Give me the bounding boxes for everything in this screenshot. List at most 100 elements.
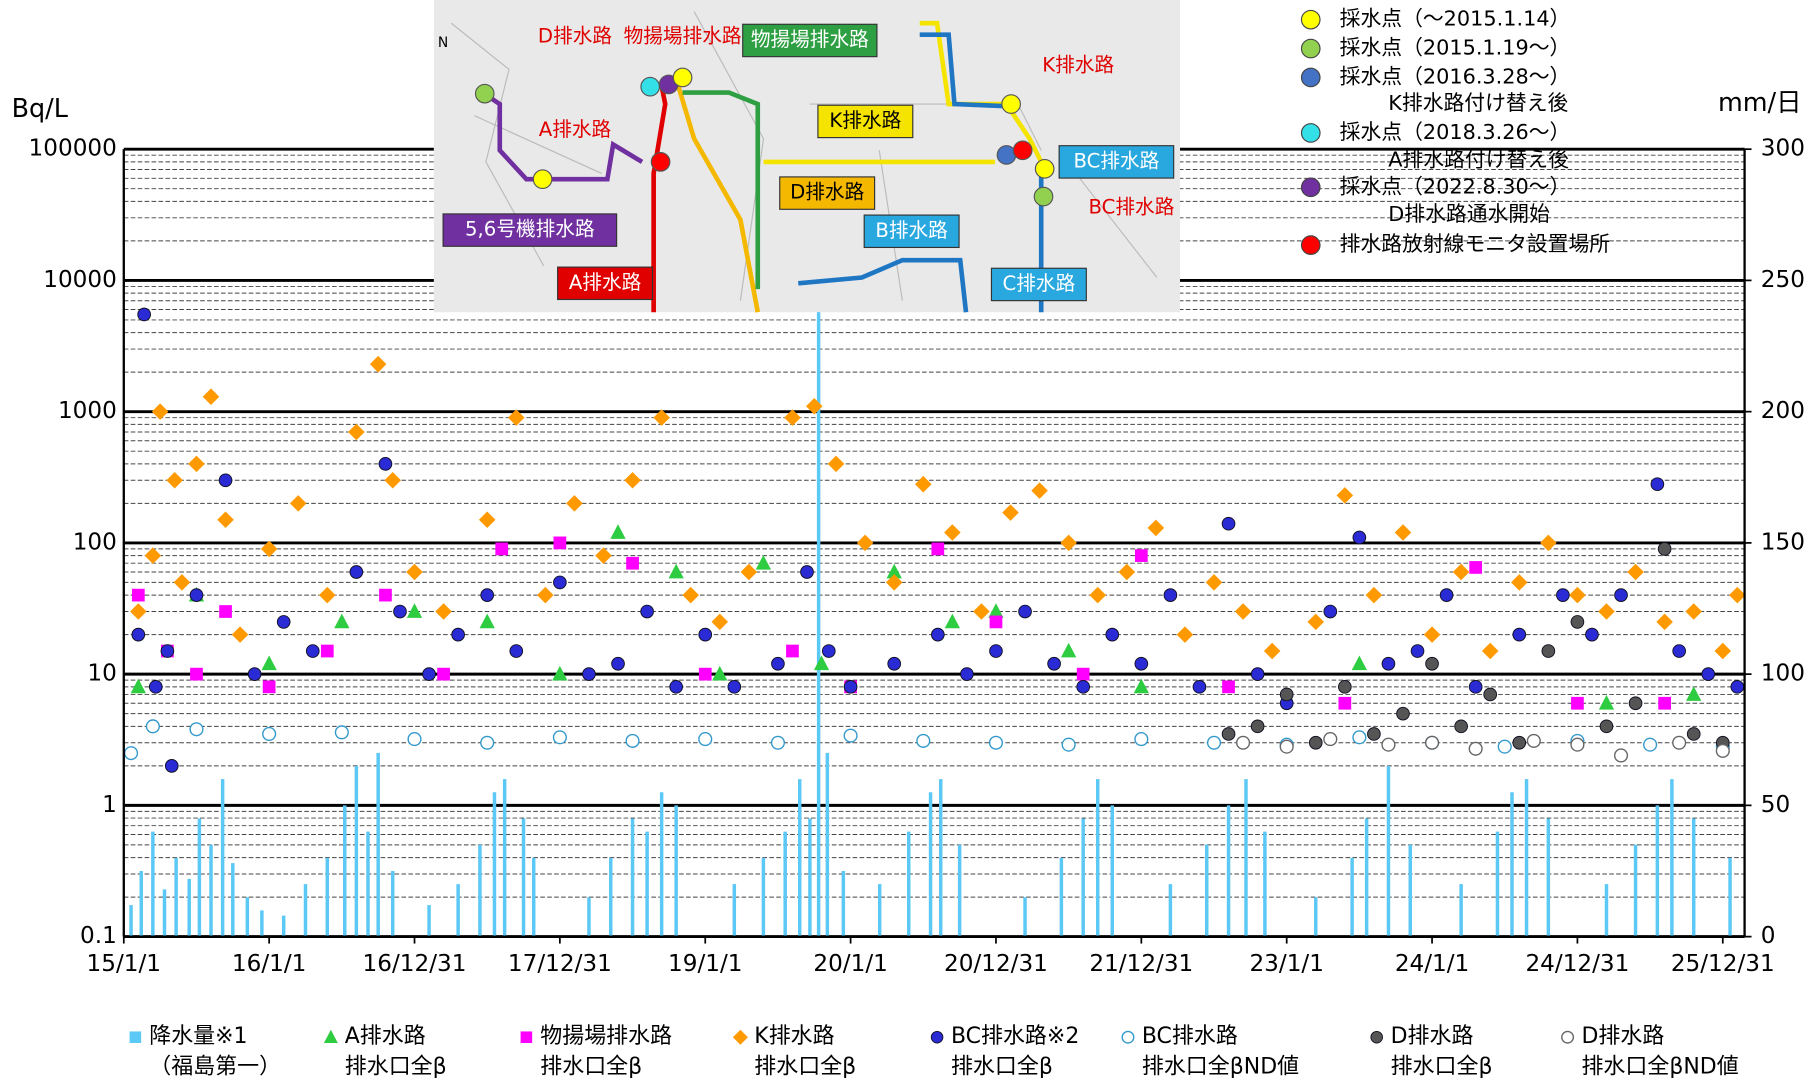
point <box>260 540 278 558</box>
map-label-box <box>557 266 654 301</box>
point <box>1308 735 1323 750</box>
point <box>698 732 713 747</box>
point <box>1396 706 1410 721</box>
legend-label: BC排水路※2 排水口全β <box>951 1024 1079 1079</box>
map-legend-note: A排水路付け替え後 <box>1388 148 1569 172</box>
point <box>552 665 568 681</box>
y2-tick-label: 100 <box>1761 661 1805 687</box>
rain-bar <box>877 884 882 937</box>
point <box>1234 603 1252 620</box>
rain-bar <box>281 915 286 937</box>
point <box>480 735 495 750</box>
point <box>930 1030 944 1044</box>
point <box>406 563 423 581</box>
legend-label: K排水路排水口全β <box>754 1024 856 1079</box>
point <box>479 613 495 629</box>
point <box>130 678 146 694</box>
point <box>669 680 683 694</box>
point <box>1105 627 1120 642</box>
legend: 降水量※1 （福島第一） A排水路排水口全β 物揚場排水路排水口全β K排水路排水口全β… <box>129 7 1739 1079</box>
point <box>988 603 1004 618</box>
point <box>626 556 639 570</box>
rain-bar <box>1095 779 1100 937</box>
point <box>1076 667 1090 681</box>
rain-bar <box>1314 897 1318 937</box>
point <box>1089 586 1106 604</box>
point <box>231 626 249 643</box>
map-label: BC排水路 <box>1089 196 1175 219</box>
point <box>770 735 785 750</box>
point <box>916 733 931 748</box>
point <box>435 603 452 620</box>
point <box>1061 737 1076 752</box>
rain-bar <box>456 884 460 937</box>
x-tick-label: 20/1/1 <box>813 951 887 977</box>
point <box>537 586 554 604</box>
point <box>786 644 799 658</box>
point <box>1657 542 1672 556</box>
point <box>611 656 625 671</box>
point <box>732 1029 748 1045</box>
point <box>1628 696 1643 711</box>
point <box>1643 737 1658 752</box>
map-legend-label: 排水路放射線モニタ設置場所 <box>1340 232 1610 256</box>
rain-bar <box>139 870 143 937</box>
x-tick-label: 16/1/1 <box>232 951 306 977</box>
map-label: BC排水路 <box>1073 149 1159 172</box>
point <box>989 615 1003 629</box>
rain-bar <box>1059 857 1064 937</box>
point <box>202 388 220 405</box>
point <box>144 547 162 564</box>
rain-bar <box>376 752 380 937</box>
map-legend-label: 採水点（2018.3.26～） <box>1340 120 1571 144</box>
point <box>320 644 334 658</box>
point <box>478 511 496 529</box>
point <box>1236 735 1251 750</box>
x-tick-label: 25/12/31 <box>1671 951 1775 977</box>
rain-bar <box>761 857 766 937</box>
map-label: C排水路 <box>1003 272 1076 295</box>
point <box>247 667 262 681</box>
point <box>1439 588 1454 602</box>
y-tick-label: 0.1 <box>80 923 117 949</box>
point <box>276 615 291 629</box>
point <box>668 563 684 579</box>
rain-bar <box>1350 857 1354 937</box>
map-points <box>474 67 1055 207</box>
rain-bar <box>174 857 178 937</box>
point <box>944 524 961 541</box>
rain-bar <box>220 779 225 937</box>
point <box>1410 644 1425 658</box>
x-tick-label: 17/12/31 <box>508 951 612 977</box>
rain-bar <box>1244 779 1248 937</box>
rain-bar <box>1524 779 1529 937</box>
map-legend-marker <box>1300 67 1321 88</box>
map-point <box>532 169 553 190</box>
map-legend-label: 採水点（～2015.1.14） <box>1340 7 1571 31</box>
rain-bar <box>1655 805 1660 937</box>
point <box>190 667 203 681</box>
y2-tick-label: 200 <box>1761 398 1805 424</box>
legend-label: 物揚場排水路排水口全β <box>540 1024 672 1079</box>
point <box>727 680 742 694</box>
map-legend-label: 採水点（2022.8.30～） <box>1340 174 1571 198</box>
point <box>348 423 365 441</box>
map-point <box>672 67 693 88</box>
rain-bar <box>587 897 591 937</box>
point <box>1650 477 1665 492</box>
map-label: 物揚場排水路 <box>751 28 869 51</box>
point <box>1425 656 1439 671</box>
point <box>319 586 336 604</box>
point <box>856 534 874 552</box>
map-label-box <box>990 267 1087 302</box>
map-point <box>1033 186 1054 207</box>
point <box>1730 680 1745 694</box>
rain-bar <box>197 818 202 937</box>
point <box>1118 563 1136 581</box>
point <box>262 726 277 742</box>
point <box>1686 686 1702 701</box>
map-label: A排水路 <box>539 118 612 141</box>
point <box>595 547 612 564</box>
point <box>1279 687 1294 702</box>
